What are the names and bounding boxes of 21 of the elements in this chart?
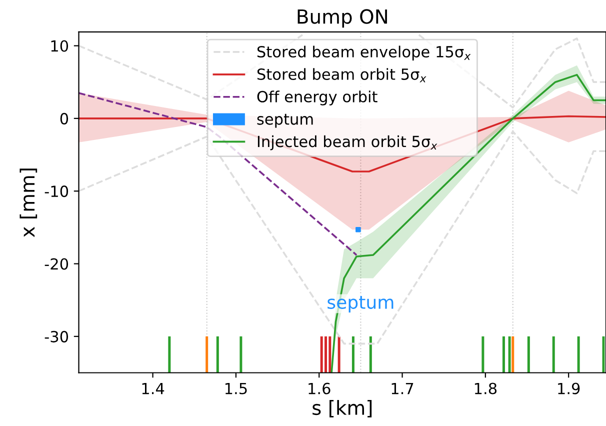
legend-label: Stored beam orbit 5σ$_{x}$ — [257, 68, 426, 82]
x-tick-label: 1.9 — [558, 382, 580, 394]
y-tick-label: 0 — [60, 112, 68, 124]
x-tick-label: 1.5 — [225, 382, 247, 394]
line-series — [78, 130, 606, 345]
x-tick-label: 1.7 — [392, 382, 414, 394]
y-tick-label: -30 — [44, 330, 68, 342]
y-tick-label: 10 — [51, 40, 68, 52]
x-tick-label: 1.6 — [308, 382, 330, 394]
y-tick-label: -20 — [44, 258, 68, 270]
legend-label: septum — [257, 114, 313, 128]
chart-title: Bump ON — [298, 9, 387, 28]
x-tick-label: 1.4 — [142, 382, 164, 394]
x-tick-label: 1.8 — [474, 382, 497, 394]
legend-label: Off energy orbit — [257, 90, 378, 106]
y-axis-title: x [mm] — [20, 168, 38, 238]
x-axis-title: s [km] — [312, 400, 372, 418]
y-tick-label: -10 — [44, 186, 68, 198]
legend-label: Injected beam orbit 5σ$_{x}$ — [258, 135, 438, 150]
annotation: septum — [328, 296, 394, 312]
legend-label: Stored beam envelope 15σ$_{x}$ — [257, 46, 471, 60]
